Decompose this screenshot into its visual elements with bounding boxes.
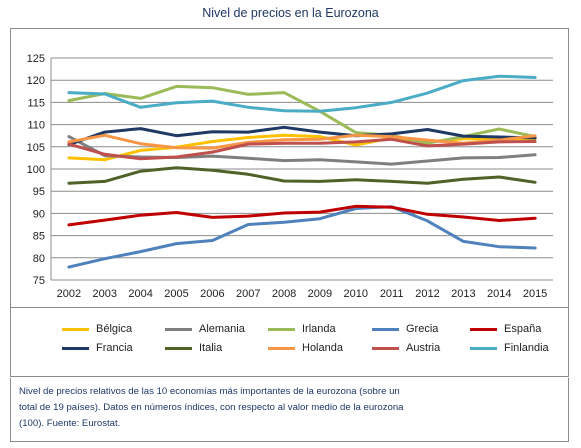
footnote-line-1: Nivel de precios relativos de las 10 eco…	[19, 386, 400, 397]
legend-label: Alemania	[199, 323, 245, 335]
series-line-francia	[67, 125, 537, 147]
x-tick-label: 2004	[128, 288, 152, 300]
legend-label: Italia	[199, 342, 223, 354]
legend-item: Finlandia	[470, 340, 549, 356]
series-line-holanda	[67, 133, 537, 150]
series-line-austria	[67, 137, 537, 161]
footnote: Nivel de precios relativos de las 10 eco…	[10, 378, 569, 442]
y-tick-label: 120	[27, 75, 45, 87]
legend-item: Alemania	[165, 321, 245, 337]
y-tick-label: 105	[27, 142, 45, 154]
series-line-grecia	[67, 205, 537, 269]
legend-divider	[10, 307, 569, 308]
legend-item: Francia	[62, 340, 133, 356]
legend-swatch	[372, 346, 399, 350]
legend-swatch	[372, 327, 399, 331]
series-line-irlanda	[67, 84, 537, 145]
x-tick-label: 2012	[415, 288, 439, 300]
legend-swatch	[470, 346, 497, 350]
series-line-belgica	[67, 133, 537, 162]
legend-label: Francia	[96, 342, 133, 354]
legend-swatch	[165, 346, 192, 350]
legend-swatch	[62, 327, 89, 331]
x-tick-label: 2007	[236, 288, 260, 300]
x-tick-label: 2013	[451, 288, 475, 300]
y-tick-label: 90	[33, 208, 45, 220]
y-tick-label: 80	[33, 253, 45, 265]
legend-label: Bélgica	[96, 323, 133, 335]
y-tick-label: 115	[27, 97, 45, 109]
legend-swatch	[62, 346, 89, 350]
y-tick-label: 110	[27, 120, 45, 132]
x-tick-label: 2010	[344, 288, 368, 300]
legend-label: Finlandia	[504, 342, 549, 354]
y-tick-label: 85	[33, 231, 45, 243]
y-tick-label: 75	[33, 275, 45, 287]
legend-label: Austria	[406, 342, 441, 354]
legend-item: Italia	[165, 340, 222, 356]
x-tick-label: 2005	[164, 288, 188, 300]
legend-item: Irlanda	[268, 321, 336, 337]
x-tick-label: 2003	[93, 288, 117, 300]
x-tick-label: 2014	[487, 288, 511, 300]
legend-item: Austria	[372, 340, 440, 356]
x-tick-label: 2015	[523, 288, 547, 300]
x-tick-label: 2002	[57, 288, 81, 300]
legend-swatch	[268, 327, 295, 331]
y-tick-label: 125	[27, 53, 45, 65]
footnote-line-3: (100). Fuente: Eurostat.	[19, 418, 121, 429]
legend-swatch	[268, 346, 295, 350]
legend-label: Grecia	[406, 323, 439, 335]
chart-title: Nivel de precios en la Eurozona	[202, 6, 379, 20]
legend-label: España	[504, 323, 542, 335]
x-tick-label: 2011	[380, 288, 404, 300]
line-chart: 75 80 85 90 95 100 105 110 115 120 125 2002 2003 2004…	[27, 53, 553, 300]
chart-panel: 75 80 85 90 95 100 105 110 115 120 125 2002 2003 2004…	[10, 28, 569, 377]
legend-label: Irlanda	[302, 323, 336, 335]
footnote-line-2: total de 19 países). Datos en números ín…	[19, 402, 404, 413]
y-tick-label: 100	[27, 164, 45, 176]
legend-item: Holanda	[268, 340, 343, 356]
legend-swatch	[470, 327, 497, 331]
x-tick-label: 2006	[200, 288, 224, 300]
x-tick-label: 2008	[272, 288, 296, 300]
series-line-finlandia	[67, 74, 537, 113]
x-tick-label: 2009	[308, 288, 332, 300]
legend-label: Holanda	[302, 342, 343, 354]
legend-item: España	[470, 321, 541, 337]
legend-item: Bélgica	[62, 321, 132, 337]
series-line-espana	[67, 204, 537, 227]
legend-swatch	[165, 327, 192, 331]
series-line-italia	[67, 166, 537, 185]
y-tick-label: 95	[33, 186, 45, 198]
legend-item: Grecia	[372, 321, 438, 337]
